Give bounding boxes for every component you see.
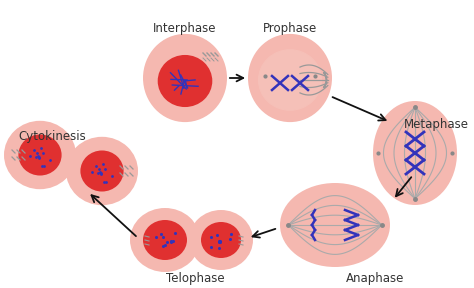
- Text: Metaphase: Metaphase: [404, 118, 469, 131]
- Ellipse shape: [81, 150, 124, 192]
- Text: Cytokinesis: Cytokinesis: [18, 130, 86, 143]
- Ellipse shape: [4, 121, 76, 189]
- Ellipse shape: [373, 101, 457, 205]
- Ellipse shape: [143, 220, 187, 260]
- Ellipse shape: [66, 137, 138, 205]
- Ellipse shape: [130, 208, 200, 272]
- Text: Anaphase: Anaphase: [346, 272, 404, 285]
- Ellipse shape: [248, 34, 332, 122]
- Ellipse shape: [158, 55, 212, 107]
- Ellipse shape: [189, 210, 253, 270]
- Text: Interphase: Interphase: [153, 22, 217, 35]
- Text: Prophase: Prophase: [263, 22, 317, 35]
- Ellipse shape: [201, 222, 241, 258]
- Text: Telophase: Telophase: [166, 272, 224, 285]
- Ellipse shape: [18, 134, 62, 175]
- Ellipse shape: [143, 34, 227, 122]
- Ellipse shape: [258, 50, 321, 110]
- Ellipse shape: [280, 183, 390, 267]
